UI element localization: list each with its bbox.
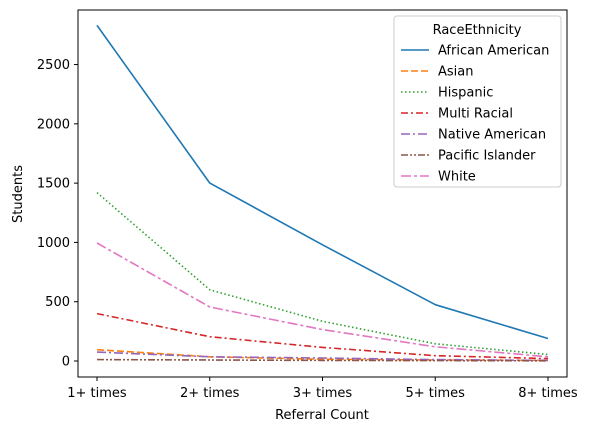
legend-label: White — [438, 170, 476, 185]
series-line — [96, 358, 549, 362]
y-tick-label: 2500 — [37, 58, 70, 73]
y-axis: 0 500 1000 1500 2000 2500 — [37, 58, 78, 369]
legend-box — [393, 15, 562, 188]
legend-title: RaceEthnicity — [433, 23, 522, 38]
plot-lines — [96, 24, 549, 362]
legend-label: Hispanic — [438, 86, 493, 101]
x-axis-label: Referral Count — [275, 408, 369, 423]
legend-label: African American — [438, 44, 549, 59]
x-axis: 1+ times 2+ times 3+ times 5+ times 8+ times — [67, 377, 578, 401]
y-tick-label: 1500 — [37, 177, 70, 192]
x-tick-label: 3+ times — [293, 386, 353, 401]
legend-items: African American Asian Hispanic Multi Racia… — [401, 44, 549, 185]
y-tick-label: 500 — [45, 295, 70, 310]
y-axis-label: Students — [11, 165, 26, 223]
legend-label: Pacific Islander — [438, 149, 536, 164]
x-tick-label: 2+ times — [180, 386, 240, 401]
legend-label: Native American — [438, 128, 546, 143]
series-line — [96, 351, 549, 362]
y-tick-label: 0 — [62, 354, 70, 369]
legend: RaceEthnicity African American Asian Hispa… — [393, 15, 562, 188]
x-tick-label: 1+ times — [67, 386, 127, 401]
legend-label: Multi Racial — [438, 107, 513, 122]
series-line — [96, 312, 549, 360]
legend-label: Asian — [438, 65, 473, 80]
series-line — [96, 24, 549, 340]
series-line — [96, 242, 549, 358]
x-tick-label: 5+ times — [406, 386, 466, 401]
y-tick-label: 1000 — [37, 236, 70, 251]
y-tick-label: 2000 — [37, 117, 70, 132]
series-line — [96, 191, 549, 356]
x-tick-label: 8+ times — [518, 386, 578, 401]
